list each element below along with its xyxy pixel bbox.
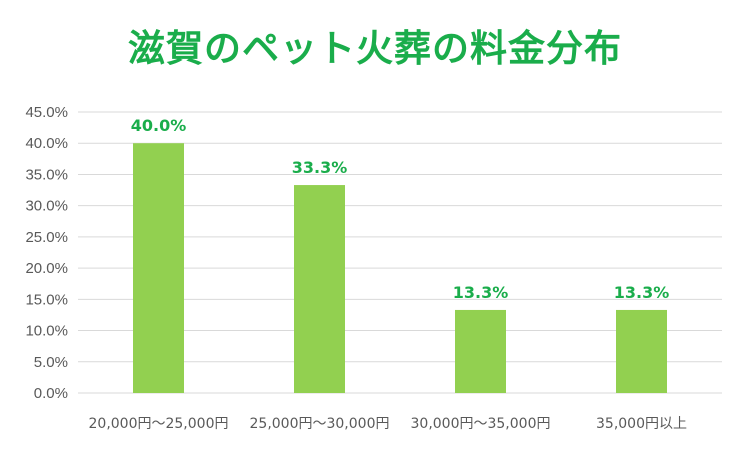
y-tick-label: 25.0% — [25, 229, 68, 246]
x-tick-label: 30,000円～35,000円 — [411, 416, 551, 432]
y-tick-label: 15.0% — [25, 291, 68, 308]
data-labels: 40.0% 33.3% 13.3% 13.3% — [131, 116, 670, 302]
bar — [616, 309, 667, 393]
bar — [455, 309, 506, 393]
chart-title: 滋賀のペット火葬の料金分布 — [128, 27, 622, 70]
data-label: 40.0% — [131, 116, 187, 135]
y-tick-label: 10.0% — [25, 323, 68, 340]
bar — [133, 143, 184, 393]
x-tick-label: 35,000円以上 — [596, 416, 687, 432]
y-tick-label: 40.0% — [25, 135, 68, 152]
y-tick-label: 30.0% — [25, 198, 68, 215]
bars — [133, 143, 667, 393]
y-tick-label: 45.0% — [25, 104, 68, 121]
y-tick-label: 5.0% — [34, 354, 68, 371]
bar — [294, 185, 345, 393]
y-tick-label: 0.0% — [34, 385, 68, 402]
x-axis-tick-labels: 20,000円～25,000円 25,000円～30,000円 30,000円～35… — [89, 416, 687, 432]
y-tick-label: 35.0% — [25, 166, 68, 183]
y-tick-label: 20.0% — [25, 260, 68, 277]
x-tick-label: 20,000円～25,000円 — [89, 416, 229, 432]
data-label: 33.3% — [292, 158, 348, 177]
x-tick-label: 25,000円～30,000円 — [250, 416, 390, 432]
y-axis-tick-labels: 0.0% 5.0% 10.0% 15.0% 20.0% 25.0% 30.0% 35.0% 40… — [25, 104, 68, 402]
gridlines — [78, 111, 722, 394]
data-label: 13.3% — [453, 283, 509, 302]
data-label: 13.3% — [614, 283, 670, 302]
